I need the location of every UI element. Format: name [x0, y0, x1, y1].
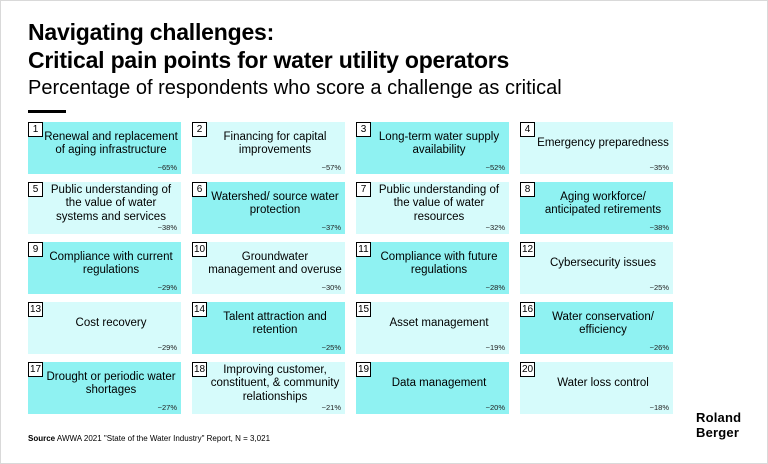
challenge-percentage: ~29% — [157, 283, 177, 292]
challenge-label: Groundwater management and overuse — [208, 250, 342, 277]
challenge-rank: 15 — [356, 302, 371, 317]
challenge-rank: 13 — [28, 302, 43, 317]
page-title: Navigating challenges: Critical pain poi… — [28, 18, 509, 74]
challenge-rank: 16 — [520, 302, 535, 317]
challenge-card: 19 Data management ~20% — [356, 362, 509, 414]
title-line-2: Critical pain points for water utility o… — [28, 47, 510, 73]
challenge-card: 6 Watershed/ source water protection ~37% — [192, 182, 345, 234]
challenge-label: Data management — [391, 377, 487, 390]
challenge-card: 5 Public understanding of the value of wa… — [28, 182, 181, 234]
challenge-label: Emergency preparedness — [537, 137, 669, 150]
challenge-percentage: ~27% — [157, 403, 177, 412]
challenge-rank: 5 — [28, 182, 43, 197]
challenge-label: Public understanding of the value of wat… — [378, 183, 500, 223]
challenge-card: 8 Aging workforce/ anticipated retirement… — [520, 182, 673, 234]
challenge-label: Compliance with future regulations — [380, 250, 498, 277]
challenge-rank: 2 — [192, 122, 207, 137]
challenge-rank: 10 — [192, 242, 207, 257]
challenge-rank: 17 — [28, 362, 43, 377]
challenge-percentage: ~52% — [485, 163, 505, 172]
challenge-card: 2 Financing for capital improvements ~57% — [192, 122, 345, 174]
challenge-percentage: ~20% — [485, 403, 505, 412]
challenge-percentage: ~65% — [157, 163, 177, 172]
challenge-percentage: ~38% — [157, 223, 177, 232]
source-text: AWWA 2021 "State of the Water Industry" … — [56, 434, 271, 443]
page-subtitle: Percentage of respondents who score a ch… — [28, 77, 562, 99]
challenge-rank: 20 — [520, 362, 535, 377]
challenge-label: Talent attraction and retention — [223, 310, 327, 337]
challenge-card: 16 Water conservation/ efficiency ~26% — [520, 302, 673, 354]
challenge-percentage: ~37% — [321, 223, 341, 232]
logo-line-2: Berger — [696, 425, 740, 440]
challenge-rank: 14 — [192, 302, 207, 317]
source-note: Source AWWA 2021 "State of the Water Ind… — [28, 434, 270, 443]
challenge-label: Aging workforce/ anticipated retirements — [544, 190, 662, 217]
challenge-card: 11 Compliance with future regulations ~28% — [356, 242, 509, 294]
challenge-card: 15 Asset management ~19% — [356, 302, 509, 354]
challenge-percentage: ~25% — [321, 343, 341, 352]
challenge-card: 14 Talent attraction and retention ~25% — [192, 302, 345, 354]
challenge-label: Financing for capital improvements — [223, 130, 327, 157]
challenge-percentage: ~30% — [321, 283, 341, 292]
challenge-card: 9 Compliance with current regulations ~29% — [28, 242, 181, 294]
challenge-card: 7 Public understanding of the value of wa… — [356, 182, 509, 234]
challenge-label: Water loss control — [557, 377, 649, 390]
challenge-percentage: ~26% — [649, 343, 669, 352]
challenge-percentage: ~28% — [485, 283, 505, 292]
challenge-card: 13 Cost recovery ~29% — [28, 302, 181, 354]
challenge-label: Long-term water supply availability — [378, 130, 500, 157]
challenge-percentage: ~19% — [485, 343, 505, 352]
challenge-rank: 1 — [28, 122, 43, 137]
challenge-rank: 7 — [356, 182, 371, 197]
challenge-percentage: ~57% — [321, 163, 341, 172]
challenge-label: Watershed/ source water protection — [211, 190, 339, 217]
challenge-percentage: ~29% — [157, 343, 177, 352]
challenge-rank: 8 — [520, 182, 535, 197]
title-line-1: Navigating challenges: — [28, 19, 275, 45]
challenge-rank: 18 — [192, 362, 207, 377]
challenge-percentage: ~32% — [485, 223, 505, 232]
challenge-label: Cost recovery — [75, 317, 147, 330]
challenge-percentage: ~18% — [649, 403, 669, 412]
challenge-card: 10 Groundwater management and overuse ~30% — [192, 242, 345, 294]
challenge-label: Water conservation/ efficiency — [552, 310, 654, 337]
challenge-rank: 4 — [520, 122, 535, 137]
source-label: Source — [28, 434, 56, 443]
challenge-label: Cybersecurity issues — [549, 257, 657, 270]
challenge-label: Drought or periodic water shortages — [46, 370, 176, 397]
challenge-percentage: ~25% — [649, 283, 669, 292]
challenge-card: 12 Cybersecurity issues ~25% — [520, 242, 673, 294]
challenge-rank: 12 — [520, 242, 535, 257]
challenge-card: 4 Emergency preparedness ~35% — [520, 122, 673, 174]
challenge-percentage: ~35% — [649, 163, 669, 172]
challenge-rank: 3 — [356, 122, 371, 137]
roland-berger-logo: Roland Berger — [696, 410, 741, 440]
challenge-label: Compliance with current regulations — [49, 250, 173, 277]
challenge-card: 20 Water loss control ~18% — [520, 362, 673, 414]
challenge-label: Asset management — [389, 317, 489, 330]
challenge-percentage: ~21% — [321, 403, 341, 412]
challenge-rank: 9 — [28, 242, 43, 257]
challenge-percentage: ~38% — [649, 223, 669, 232]
title-divider — [28, 110, 66, 113]
challenge-rank: 11 — [356, 242, 371, 257]
challenge-card: 1 Renewal and replacement of aging infras… — [28, 122, 181, 174]
challenge-label: Improving customer, constituent, & commu… — [210, 363, 340, 403]
challenge-rank: 19 — [356, 362, 371, 377]
challenge-card: 18 Improving customer, constituent, & com… — [192, 362, 345, 414]
challenge-rank: 6 — [192, 182, 207, 197]
challenge-card: 3 Long-term water supply availability ~52% — [356, 122, 509, 174]
challenge-label: Public understanding of the value of wat… — [50, 183, 172, 223]
logo-line-1: Roland — [696, 410, 742, 425]
challenge-label: Renewal and replacement of aging infrast… — [44, 130, 178, 157]
challenge-card: 17 Drought or periodic water shortages ~27… — [28, 362, 181, 414]
challenge-grid: 1 Renewal and replacement of aging infras… — [28, 122, 676, 422]
